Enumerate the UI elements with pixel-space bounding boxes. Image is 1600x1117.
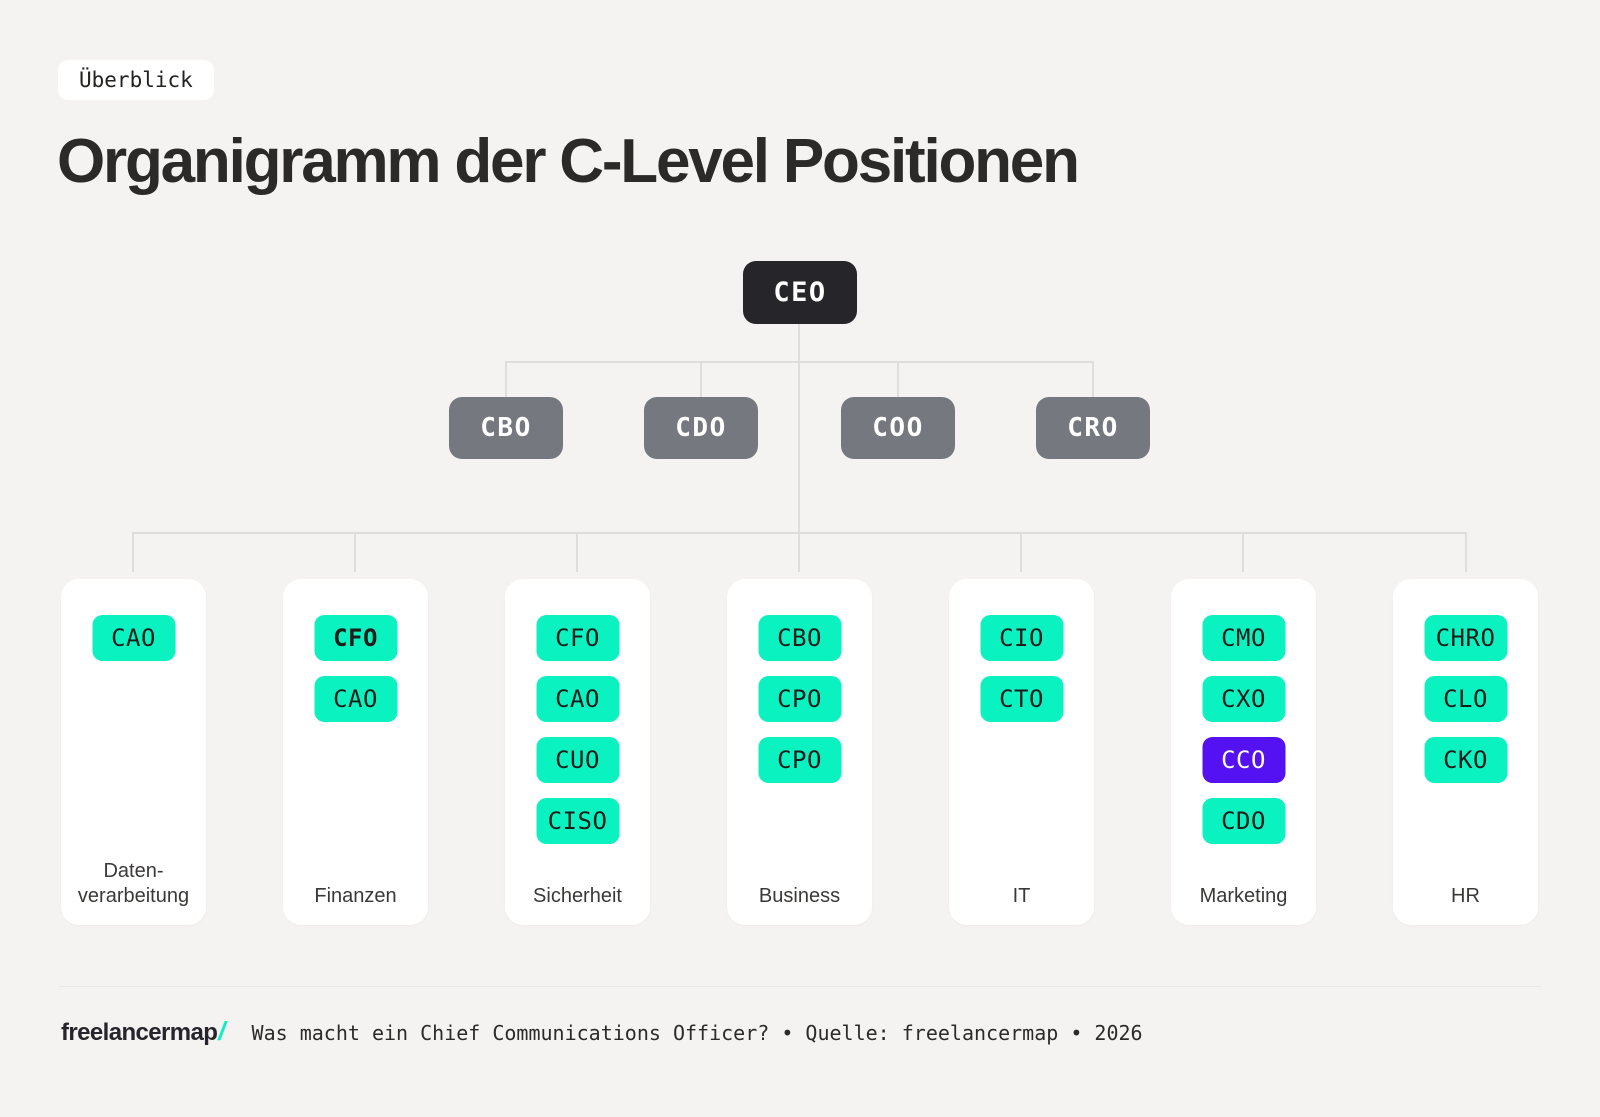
department-label-line1: HR [1451,885,1480,907]
connector-drop-it [1020,532,1022,572]
role-chip-cko: CKO [1424,737,1507,783]
department-label-line1: Daten- [103,860,164,882]
role-chip-chro: CHRO [1424,615,1507,661]
connector-drop-datenverarbeitung [132,532,134,572]
role-chip-cfo: CFO [314,615,397,661]
role-chip-cto: CTO [980,676,1063,722]
org-node-ceo: CEO [743,261,857,324]
role-chip-cco-highlighted: CCO [1202,737,1285,783]
connector-drop-cro [1092,361,1094,397]
department-label-line1: IT [1012,885,1031,907]
connector-drop-marketing [1242,532,1244,572]
department-card-it: CIO CTO IT [949,579,1094,925]
role-chip-cdo: CDO [1202,798,1285,844]
connector-ceo-vertical-line [798,324,800,572]
connector-drop-cbo [505,361,507,397]
department-label-line1: Finanzen [314,885,397,907]
department-label: Marketing [1171,884,1316,909]
connector-drop-hr [1465,532,1467,572]
role-chip-cxo: CXO [1202,676,1285,722]
footer-caption: Was macht ein Chief Communications Offic… [251,1021,1143,1045]
connector-drop-sicherheit [576,532,578,572]
overview-badge: Überblick [58,60,214,100]
department-label-line1: Marketing [1199,885,1288,907]
connector-drop-cdo [700,361,702,397]
department-label-line2: verarbeitung [77,885,190,907]
org-node-coo: COO [841,397,955,459]
overview-badge-label: Überblick [79,68,193,92]
department-label: HR [1393,884,1538,909]
department-card-finanzen: CFO CAO Finanzen [283,579,428,925]
role-chip-cpo: CPO [758,737,841,783]
department-card-hr: CHRO CLO CKO HR [1393,579,1538,925]
department-card-business: CBO CPO CPO Business [727,579,872,925]
footer: freelancermap / Was macht ein Chief Comm… [61,1016,1143,1047]
connector-departments-horizontal-line [132,532,1467,534]
department-label: Business [727,884,872,909]
department-label-line1: Sicherheit [533,885,622,907]
freelancermap-logo-slash: / [218,1016,226,1046]
department-label: IT [949,884,1094,909]
footer-divider [59,986,1541,987]
department-label: Finanzen [283,884,428,909]
role-chip-cao: CAO [92,615,175,661]
freelancermap-logo: freelancermap [61,1019,218,1046]
department-label-line1: Business [758,885,841,907]
role-chip-cio: CIO [980,615,1063,661]
org-node-cro: CRO [1036,397,1150,459]
department-card-marketing: CMO CXO CCO CDO Marketing [1171,579,1316,925]
connector-level2-horizontal-line [505,361,1094,363]
department-card-datenverarbeitung: CAO Daten- verarbeitung [61,579,206,925]
role-chip-cfo: CFO [536,615,619,661]
connector-drop-coo [897,361,899,397]
role-chip-cao: CAO [536,676,619,722]
role-chip-cpo: CPO [758,676,841,722]
role-chip-cao: CAO [314,676,397,722]
org-node-cbo: CBO [449,397,563,459]
role-chip-cuo: CUO [536,737,619,783]
department-card-sicherheit: CFO CAO CUO CISO Sicherheit [505,579,650,925]
connector-drop-finanzen [354,532,356,572]
role-chip-ciso: CISO [536,798,619,844]
department-label: Sicherheit [505,884,650,909]
department-label: Daten- verarbeitung [61,859,206,909]
role-chip-cmo: CMO [1202,615,1285,661]
page-title: Organigramm der C-Level Positionen [57,127,1080,196]
org-node-cdo: CDO [644,397,758,459]
role-chip-clo: CLO [1424,676,1507,722]
role-chip-cbo: CBO [758,615,841,661]
